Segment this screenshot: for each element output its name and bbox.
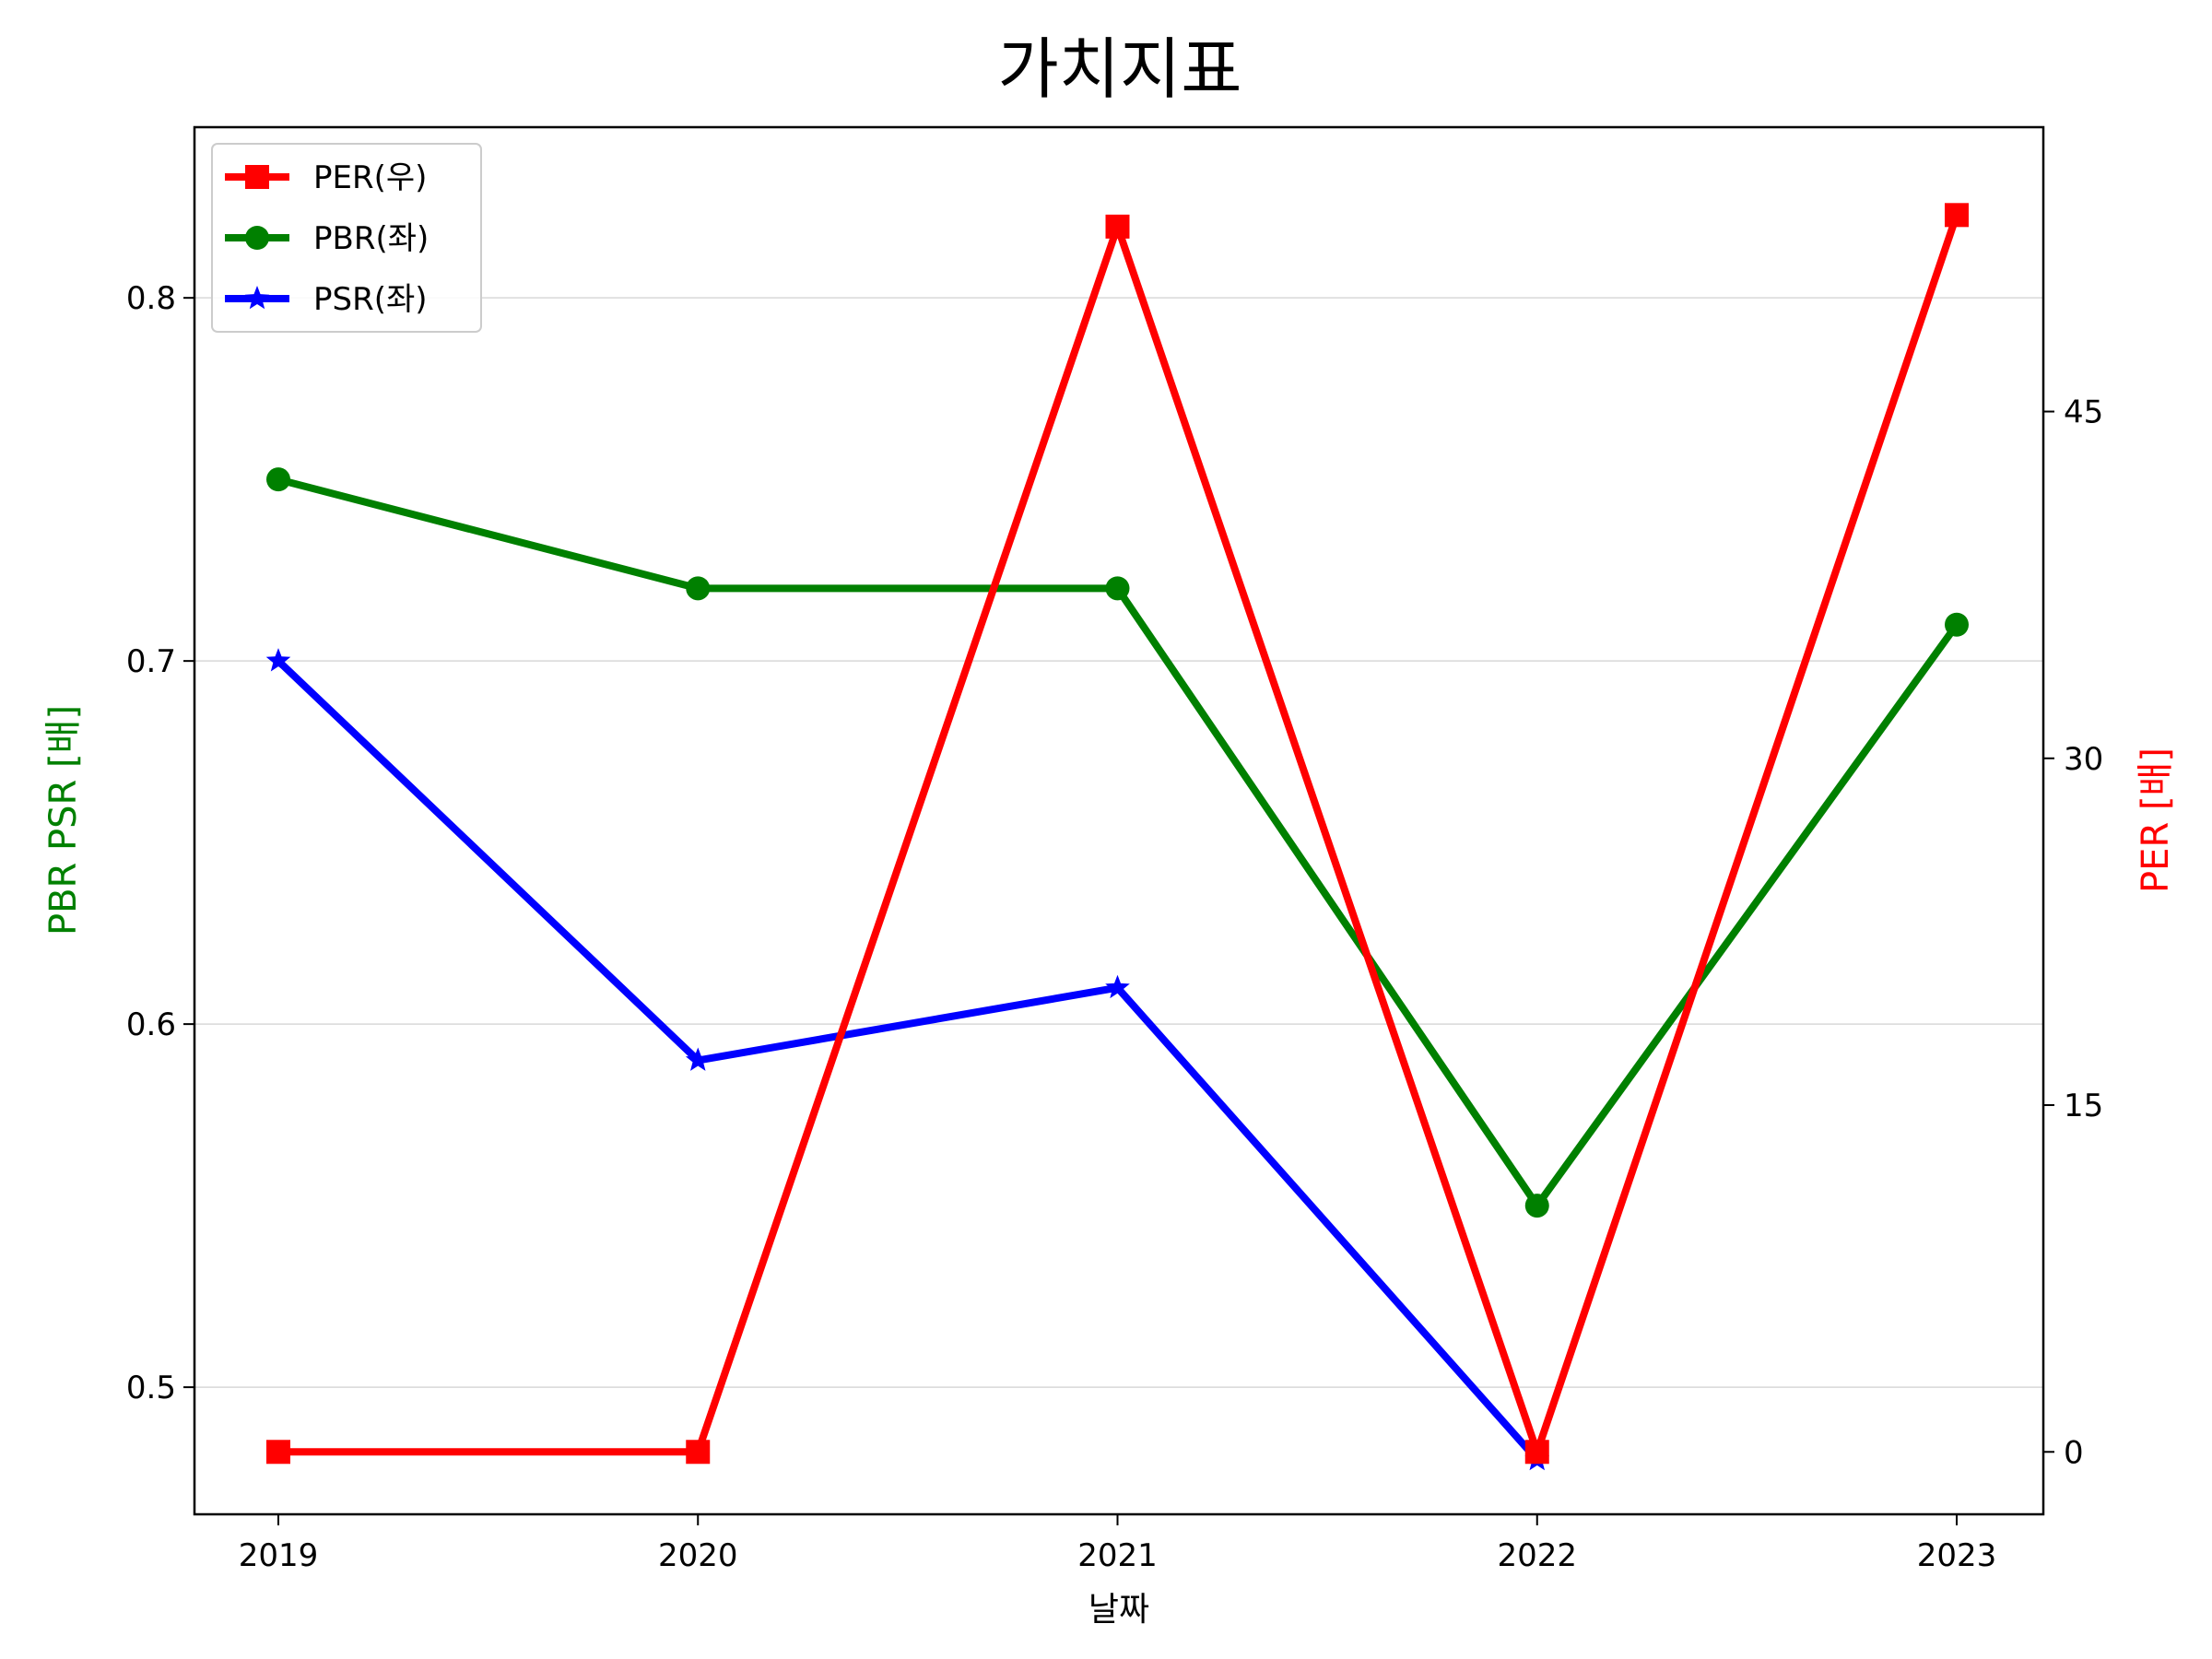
- plot-frame: [193, 125, 2045, 1516]
- legend-label: PBR(좌): [313, 220, 429, 257]
- legend-item-per: PER(우): [225, 159, 427, 196]
- legend-marker: [244, 286, 270, 310]
- legend-item-psr: PSR(좌): [225, 281, 428, 318]
- psr-point: [685, 1047, 711, 1071]
- legend-marker: [245, 165, 269, 189]
- left-y-axis: 0.5 0.6 0.7 0.8: [126, 280, 194, 1406]
- pbr-point: [1105, 576, 1130, 601]
- right-y-tick-label: 0: [2064, 1434, 2084, 1471]
- right-y-tick-label: 30: [2064, 741, 2103, 778]
- per-point: [1105, 214, 1130, 239]
- per-point: [266, 1440, 290, 1465]
- psr-point: [265, 648, 291, 672]
- legend-label: PER(우): [313, 159, 427, 196]
- chart-title: 가치지표: [998, 30, 1242, 108]
- pbr-point: [266, 467, 290, 492]
- pbr-point: [1524, 1194, 1549, 1218]
- legend-box: [211, 143, 482, 333]
- x-axis: 2019 2020 2021 2022 2023: [239, 1514, 1997, 1574]
- psr-point: [1105, 974, 1130, 999]
- series-layer: [265, 203, 1969, 1471]
- per-line: [278, 214, 1960, 1456]
- left-y-tick-label: 0.6: [126, 1006, 176, 1043]
- pbr-point: [1945, 612, 1969, 637]
- left-y-tick-label: 0.5: [126, 1370, 176, 1406]
- left-y-axis-label: PBR PSR [배]: [42, 705, 85, 935]
- x-tick-label: 2021: [1077, 1537, 1158, 1574]
- x-tick-label: 2020: [658, 1537, 738, 1574]
- left-y-tick-label: 0.7: [126, 643, 176, 680]
- psr-line: [276, 658, 1540, 1463]
- per-point: [686, 1440, 711, 1465]
- grid-lines: [194, 297, 2043, 1388]
- series-psr: [265, 648, 1550, 1471]
- legend-marker: [245, 226, 269, 250]
- x-tick-label: 2022: [1497, 1537, 1577, 1574]
- right-y-axis: 0 15 30 45: [2043, 394, 2103, 1471]
- legend-item-pbr: PBR(좌): [225, 220, 429, 257]
- series-per: [266, 203, 1969, 1465]
- x-tick-label: 2019: [239, 1537, 319, 1574]
- per-point: [1945, 203, 1969, 228]
- series-pbr: [266, 467, 1969, 1218]
- x-axis-label: 날짜: [1088, 1591, 1149, 1629]
- right-y-tick-label: 15: [2064, 1088, 2103, 1124]
- pbr-point: [686, 576, 711, 601]
- per-point: [1524, 1440, 1549, 1465]
- right-y-axis-label: PER [배]: [2135, 747, 2177, 893]
- legend: PER(우) PBR(좌) PSR(좌): [211, 143, 482, 333]
- left-y-tick-label: 0.8: [126, 280, 176, 317]
- right-y-tick-label: 45: [2064, 394, 2103, 431]
- x-tick-label: 2023: [1917, 1537, 1997, 1574]
- legend-label: PSR(좌): [313, 281, 428, 318]
